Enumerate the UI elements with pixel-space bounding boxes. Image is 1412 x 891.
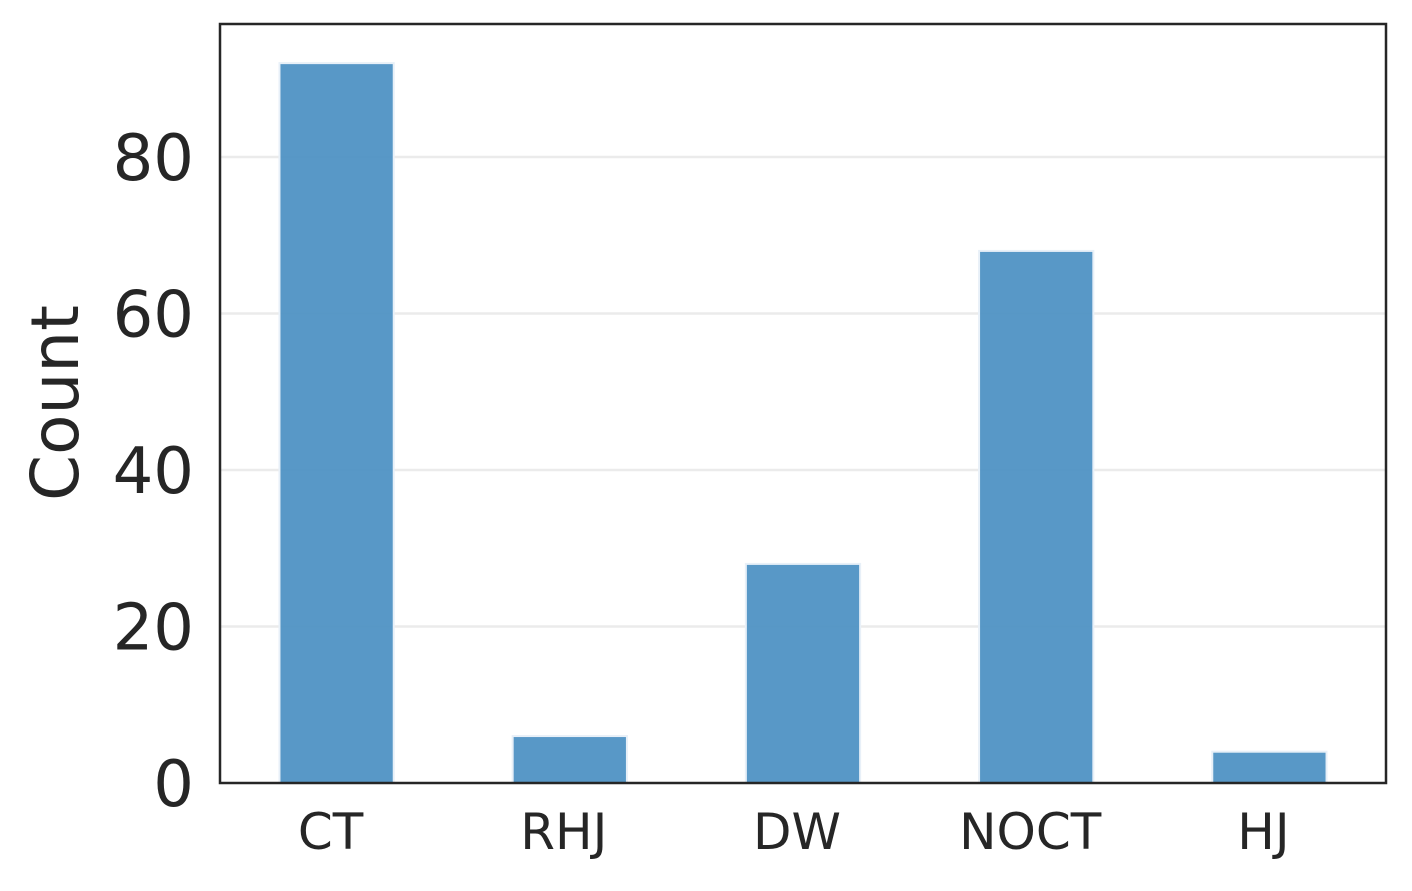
bar-noct	[978, 249, 1095, 784]
x-tick-label: DW	[753, 803, 841, 861]
bar-hj	[1211, 750, 1328, 785]
y-tick-label: 80	[113, 122, 194, 196]
y-tick-label: 0	[153, 748, 194, 822]
bar-ct	[278, 62, 395, 784]
y-tick-labels: 0 20 40 60 80	[113, 122, 194, 822]
bars	[278, 62, 1328, 785]
bar-dw	[744, 562, 862, 785]
x-tick-labels: CT RHJ DW NOCT HJ	[298, 803, 1290, 861]
bar-rhj	[511, 735, 628, 785]
y-tick-label: 60	[113, 279, 194, 353]
y-tick-label: 40	[113, 435, 194, 509]
x-tick-label: CT	[298, 803, 364, 861]
y-axis-label: Count	[17, 305, 94, 501]
x-tick-label: RHJ	[520, 803, 607, 861]
plot-frame	[218, 22, 1388, 785]
x-tick-label: HJ	[1237, 803, 1289, 861]
y-tick-label: 20	[113, 592, 194, 666]
gridlines	[220, 155, 1386, 628]
x-tick-label: NOCT	[959, 803, 1102, 861]
